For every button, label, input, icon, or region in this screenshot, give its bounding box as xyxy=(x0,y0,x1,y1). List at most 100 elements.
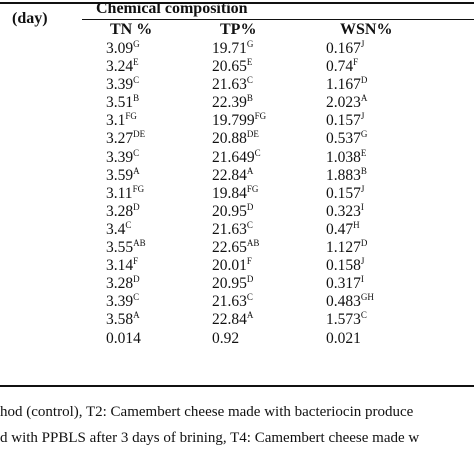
table-row: 3.28D 20.95D 0.323I xyxy=(0,201,474,221)
wsn-cell-value: 0.47 xyxy=(326,220,354,238)
tp-cell-significance-letter: G xyxy=(246,39,254,49)
tn-cell-significance-letter: D xyxy=(133,274,140,285)
tp-cell-value: 21.649 xyxy=(212,148,255,166)
tn-cell-significance-letter: A xyxy=(133,310,140,321)
tn-cell: 3.24E xyxy=(106,58,139,76)
tp-cell: 21.63C xyxy=(212,76,253,94)
tp-cell-significance-letter: AB xyxy=(246,238,260,249)
wsn-cell-significance-letter: B xyxy=(360,165,367,176)
tn-cell-value: 3.14 xyxy=(106,257,134,275)
table-row: 3.27DE 20.88DE 0.537G xyxy=(0,130,474,148)
wsn-cell-significance-letter: J xyxy=(360,39,365,49)
wsn-cell-value: 0.157 xyxy=(326,112,361,130)
table-row: 3.11FG 19.84FG 0.157J xyxy=(0,184,474,203)
tn-cell-value: 3.09 xyxy=(106,40,134,57)
table-row: 3.1FG 19.799FG 0.157J xyxy=(0,112,474,130)
column-header-wsn: WSN% xyxy=(340,21,393,38)
tp-cell-value: 19.71 xyxy=(212,40,247,57)
wsn-cell-value: 1.167 xyxy=(326,76,361,94)
tn-cell-significance-letter: AB xyxy=(133,238,146,249)
table-row: 3.55AB 22.65AB 1.127D xyxy=(0,239,474,257)
tp-cell: 21.649C xyxy=(212,148,261,167)
tn-cell: 3.39C xyxy=(106,293,139,311)
tp-cell: 20.95D xyxy=(212,201,254,221)
column-header-tp: TP% xyxy=(220,21,257,38)
tp-cell-significance-letter: FG xyxy=(254,111,267,122)
tn-cell-value: 3.4 xyxy=(106,220,126,238)
tp-cell-significance-letter: C xyxy=(246,292,253,303)
tp-cell-value: 19.84 xyxy=(212,184,247,202)
tp-cell: 0.92 xyxy=(212,330,239,348)
wsn-cell: 0.157J xyxy=(326,112,364,130)
tn-cell-significance-letter: A xyxy=(133,165,140,176)
wsn-cell-significance-letter: J xyxy=(360,256,365,267)
table-row: 3.4C 21.63C 0.47H xyxy=(0,219,474,239)
tn-cell-significance-letter: C xyxy=(125,219,132,230)
wsn-cell-significance-letter: J xyxy=(360,111,365,122)
tn-cell-value: 3.39 xyxy=(106,76,134,94)
tp-cell: 20.65E xyxy=(212,58,252,76)
tp-cell: 21.63C xyxy=(212,220,253,239)
table-row: 3.39C 21.649C 1.038E xyxy=(0,147,474,167)
wsn-cell: 0.317I xyxy=(326,275,364,293)
wsn-cell: 1.167D xyxy=(326,76,367,94)
tp-cell-significance-letter: D xyxy=(246,201,254,212)
wsn-cell: 0.167J xyxy=(326,40,364,58)
wsn-cell: 0.157J xyxy=(326,184,364,203)
tn-cell-value: 3.24 xyxy=(106,58,134,76)
tn-cell: 3.58A xyxy=(106,311,140,329)
table-row: 0.014 0.92 0.021 xyxy=(0,330,474,348)
tp-cell-value: 21.63 xyxy=(212,220,247,238)
wsn-cell: 0.158J xyxy=(326,257,364,275)
column-header-tn: TN % xyxy=(110,21,153,38)
table-row: 3.39C 21.63C 1.167D xyxy=(0,76,474,94)
tn-cell: 3.1FG xyxy=(106,112,137,130)
table-row: 3.24E 20.65E 0.74F xyxy=(0,58,474,76)
tn-cell-value: 3.11 xyxy=(106,184,133,202)
tp-cell-significance-letter: A xyxy=(246,165,254,176)
tp-cell: 19.71G xyxy=(212,40,253,58)
wsn-cell-value: 0.323 xyxy=(326,202,361,220)
tn-cell-value: 3.59 xyxy=(106,166,134,184)
tp-cell-value: 22.65 xyxy=(212,239,247,257)
tn-cell-significance-letter: B xyxy=(133,93,140,104)
table-row: 3.28D 20.95D 0.317I xyxy=(0,275,474,293)
wsn-cell-significance-letter: H xyxy=(353,219,360,230)
wsn-cell-significance-letter: G xyxy=(360,129,368,140)
table-row: 3.14F 20.01F 0.158J xyxy=(0,257,474,275)
tp-cell-significance-letter: F xyxy=(246,256,252,267)
tn-cell-value: 3.51 xyxy=(106,94,134,112)
tp-cell-value: 20.01 xyxy=(212,257,247,275)
wsn-cell-value: 0.317 xyxy=(326,275,361,293)
wsn-cell: 1.573C xyxy=(326,311,367,329)
tp-cell-significance-letter: A xyxy=(246,310,254,321)
tn-cell-value: 3.28 xyxy=(106,275,134,293)
tn-cell-significance-letter: G xyxy=(133,39,140,49)
wsn-cell-value: 0.157 xyxy=(326,184,361,202)
wsn-cell-value: 0.74 xyxy=(326,58,354,76)
tn-cell-significance-letter: D xyxy=(133,201,140,212)
table-bottom-rule xyxy=(0,385,474,387)
wsn-cell-significance-letter: E xyxy=(360,147,367,158)
tn-cell: 3.14F xyxy=(106,257,138,275)
wsn-cell-value: 0.483 xyxy=(326,293,361,311)
table-row: 3.59A 22.84A 1.883B xyxy=(0,165,474,185)
tn-cell-value: 0.014 xyxy=(106,329,141,347)
wsn-cell-value: 0.158 xyxy=(326,257,361,275)
tp-cell: 22.65AB xyxy=(212,239,259,257)
tn-cell-value: 3.28 xyxy=(106,202,134,220)
tp-cell: 22.84A xyxy=(212,165,254,185)
wsn-cell: 0.021 xyxy=(326,330,361,348)
tn-cell-significance-letter: C xyxy=(133,292,140,303)
wsn-cell-significance-letter: I xyxy=(360,201,364,212)
tn-cell: 3.28D xyxy=(106,275,140,293)
table-row: 3.09G 19.71G 0.167J xyxy=(0,40,474,58)
tn-cell: 0.014 xyxy=(106,330,141,348)
section-underline xyxy=(82,19,474,20)
footnote-line-1: hod (control), T2: Camembert cheese made… xyxy=(0,404,414,420)
tp-cell: 22.84A xyxy=(212,311,253,329)
tn-cell-value: 3.58 xyxy=(106,311,134,329)
wsn-cell: 1.127D xyxy=(326,239,367,257)
tn-cell: 3.27DE xyxy=(106,130,145,148)
tn-cell: 3.39C xyxy=(106,76,139,94)
